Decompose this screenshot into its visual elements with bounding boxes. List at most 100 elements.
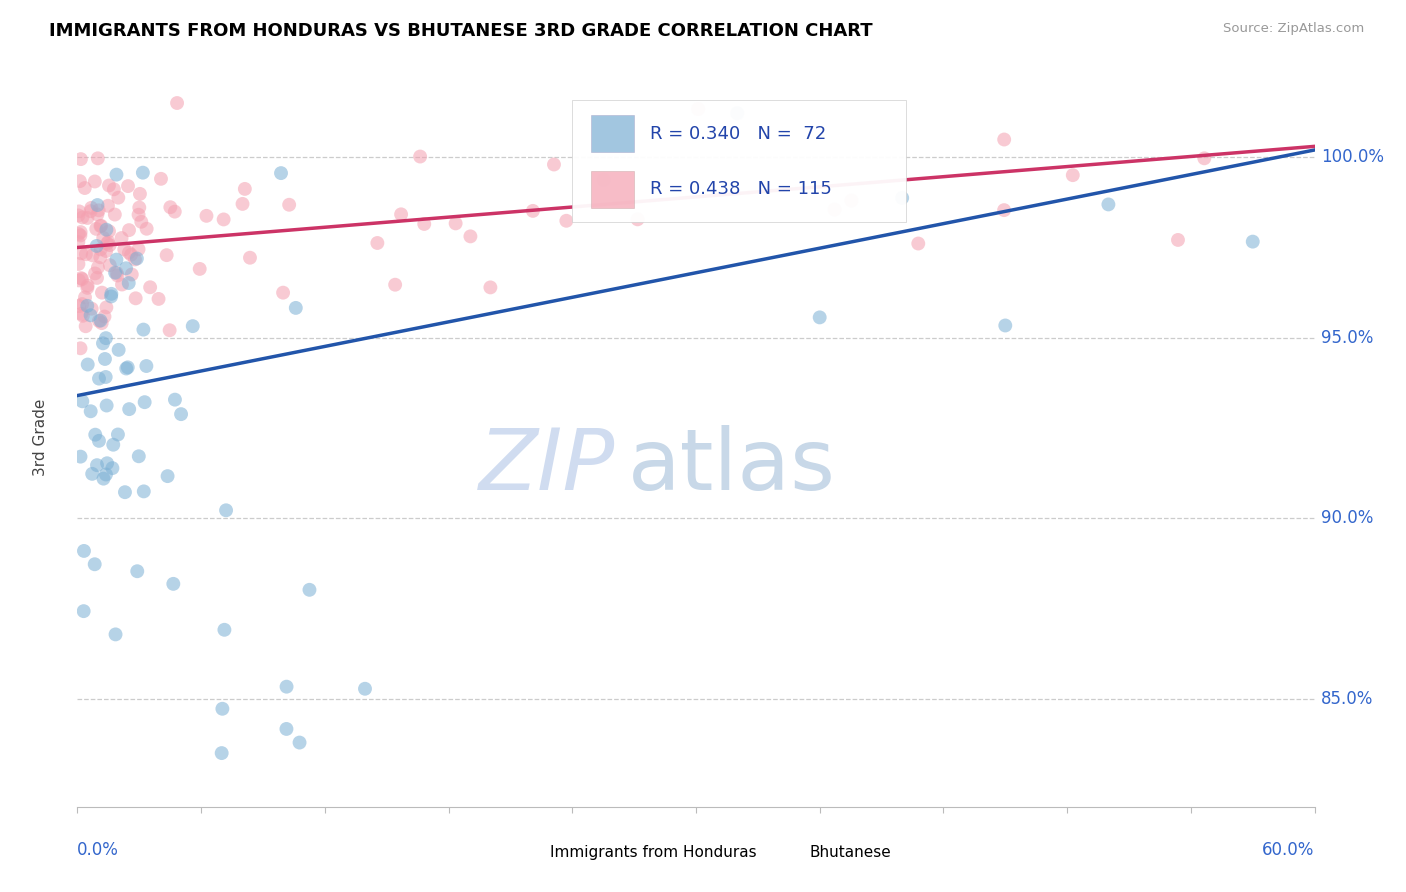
Point — [97, 199, 120, 213]
Point — [94, 244, 117, 258]
Point — [76, 358, 98, 372]
Point — [233, 182, 256, 196]
Point — [479, 280, 502, 294]
Text: Bhutanese: Bhutanese — [810, 845, 891, 860]
Text: Immigrants from Honduras: Immigrants from Honduras — [550, 845, 756, 860]
Text: IMMIGRANTS FROM HONDURAS VS BHUTANESE 3RD GRADE CORRELATION CHART: IMMIGRANTS FROM HONDURAS VS BHUTANESE 3R… — [49, 22, 873, 40]
Point — [278, 198, 301, 212]
Point — [98, 224, 121, 238]
Point — [389, 207, 412, 221]
Point — [231, 197, 253, 211]
Point — [211, 746, 233, 760]
Point — [688, 102, 710, 116]
Point — [128, 450, 150, 464]
Point — [70, 307, 93, 321]
Point — [112, 243, 135, 257]
Text: 100.0%: 100.0% — [1320, 148, 1384, 166]
Point — [87, 434, 110, 448]
Point — [993, 132, 1015, 146]
Point — [67, 273, 90, 287]
Point — [105, 252, 128, 267]
Point — [104, 627, 127, 641]
Point — [87, 314, 110, 328]
Point — [79, 308, 101, 322]
Point — [444, 216, 467, 230]
Point — [105, 266, 128, 280]
Point — [83, 558, 105, 572]
Point — [107, 427, 129, 442]
Point — [97, 235, 120, 249]
Point — [824, 202, 846, 217]
Point — [100, 286, 122, 301]
Point — [409, 149, 432, 163]
Point — [907, 236, 929, 251]
Point — [166, 95, 188, 110]
Point — [808, 310, 831, 325]
Point — [129, 186, 152, 201]
Point — [115, 361, 138, 376]
Point — [69, 225, 91, 239]
Point — [107, 343, 129, 357]
Point — [107, 191, 129, 205]
Point — [118, 276, 141, 290]
FancyBboxPatch shape — [776, 840, 804, 864]
Point — [96, 222, 118, 236]
Point — [271, 285, 294, 300]
Point — [80, 201, 103, 215]
FancyBboxPatch shape — [516, 840, 544, 864]
Point — [76, 278, 98, 293]
Point — [80, 404, 103, 418]
Point — [555, 214, 578, 228]
Point — [73, 604, 96, 618]
Point — [80, 301, 103, 316]
Point — [284, 301, 307, 315]
Point — [70, 297, 93, 311]
Point — [67, 204, 90, 219]
Text: 95.0%: 95.0% — [1320, 329, 1374, 347]
Point — [104, 208, 127, 222]
Point — [86, 271, 108, 285]
Point — [162, 577, 184, 591]
Point — [215, 503, 238, 517]
Point — [1194, 151, 1216, 165]
Point — [82, 467, 104, 481]
Point — [90, 316, 112, 330]
Point — [98, 258, 121, 272]
Point — [127, 564, 149, 578]
Text: R = 0.438   N = 115: R = 0.438 N = 115 — [650, 180, 832, 198]
Point — [67, 257, 90, 271]
Point — [117, 360, 139, 375]
Point — [67, 299, 90, 313]
Point — [79, 204, 101, 219]
Point — [87, 152, 110, 166]
Point — [132, 484, 155, 499]
Point — [134, 395, 156, 409]
Point — [94, 331, 117, 345]
Point — [84, 427, 107, 442]
Point — [460, 229, 482, 244]
Point — [181, 319, 204, 334]
Point — [1241, 235, 1264, 249]
Text: ZIP: ZIP — [479, 425, 616, 508]
Point — [90, 243, 112, 257]
Point — [87, 371, 110, 385]
Point — [69, 228, 91, 243]
Point — [96, 301, 118, 315]
Point — [118, 223, 141, 237]
Point — [70, 152, 93, 166]
Point — [96, 456, 118, 470]
Point — [891, 191, 914, 205]
Point — [91, 285, 114, 300]
Point — [1062, 168, 1084, 182]
FancyBboxPatch shape — [572, 100, 907, 222]
Point — [70, 271, 93, 285]
Point — [67, 209, 90, 223]
Point — [72, 309, 94, 323]
Point — [94, 467, 117, 482]
Point — [114, 485, 136, 500]
Point — [128, 208, 150, 222]
Point — [135, 221, 157, 235]
Point — [413, 217, 436, 231]
Point — [128, 201, 150, 215]
Point — [91, 336, 114, 351]
